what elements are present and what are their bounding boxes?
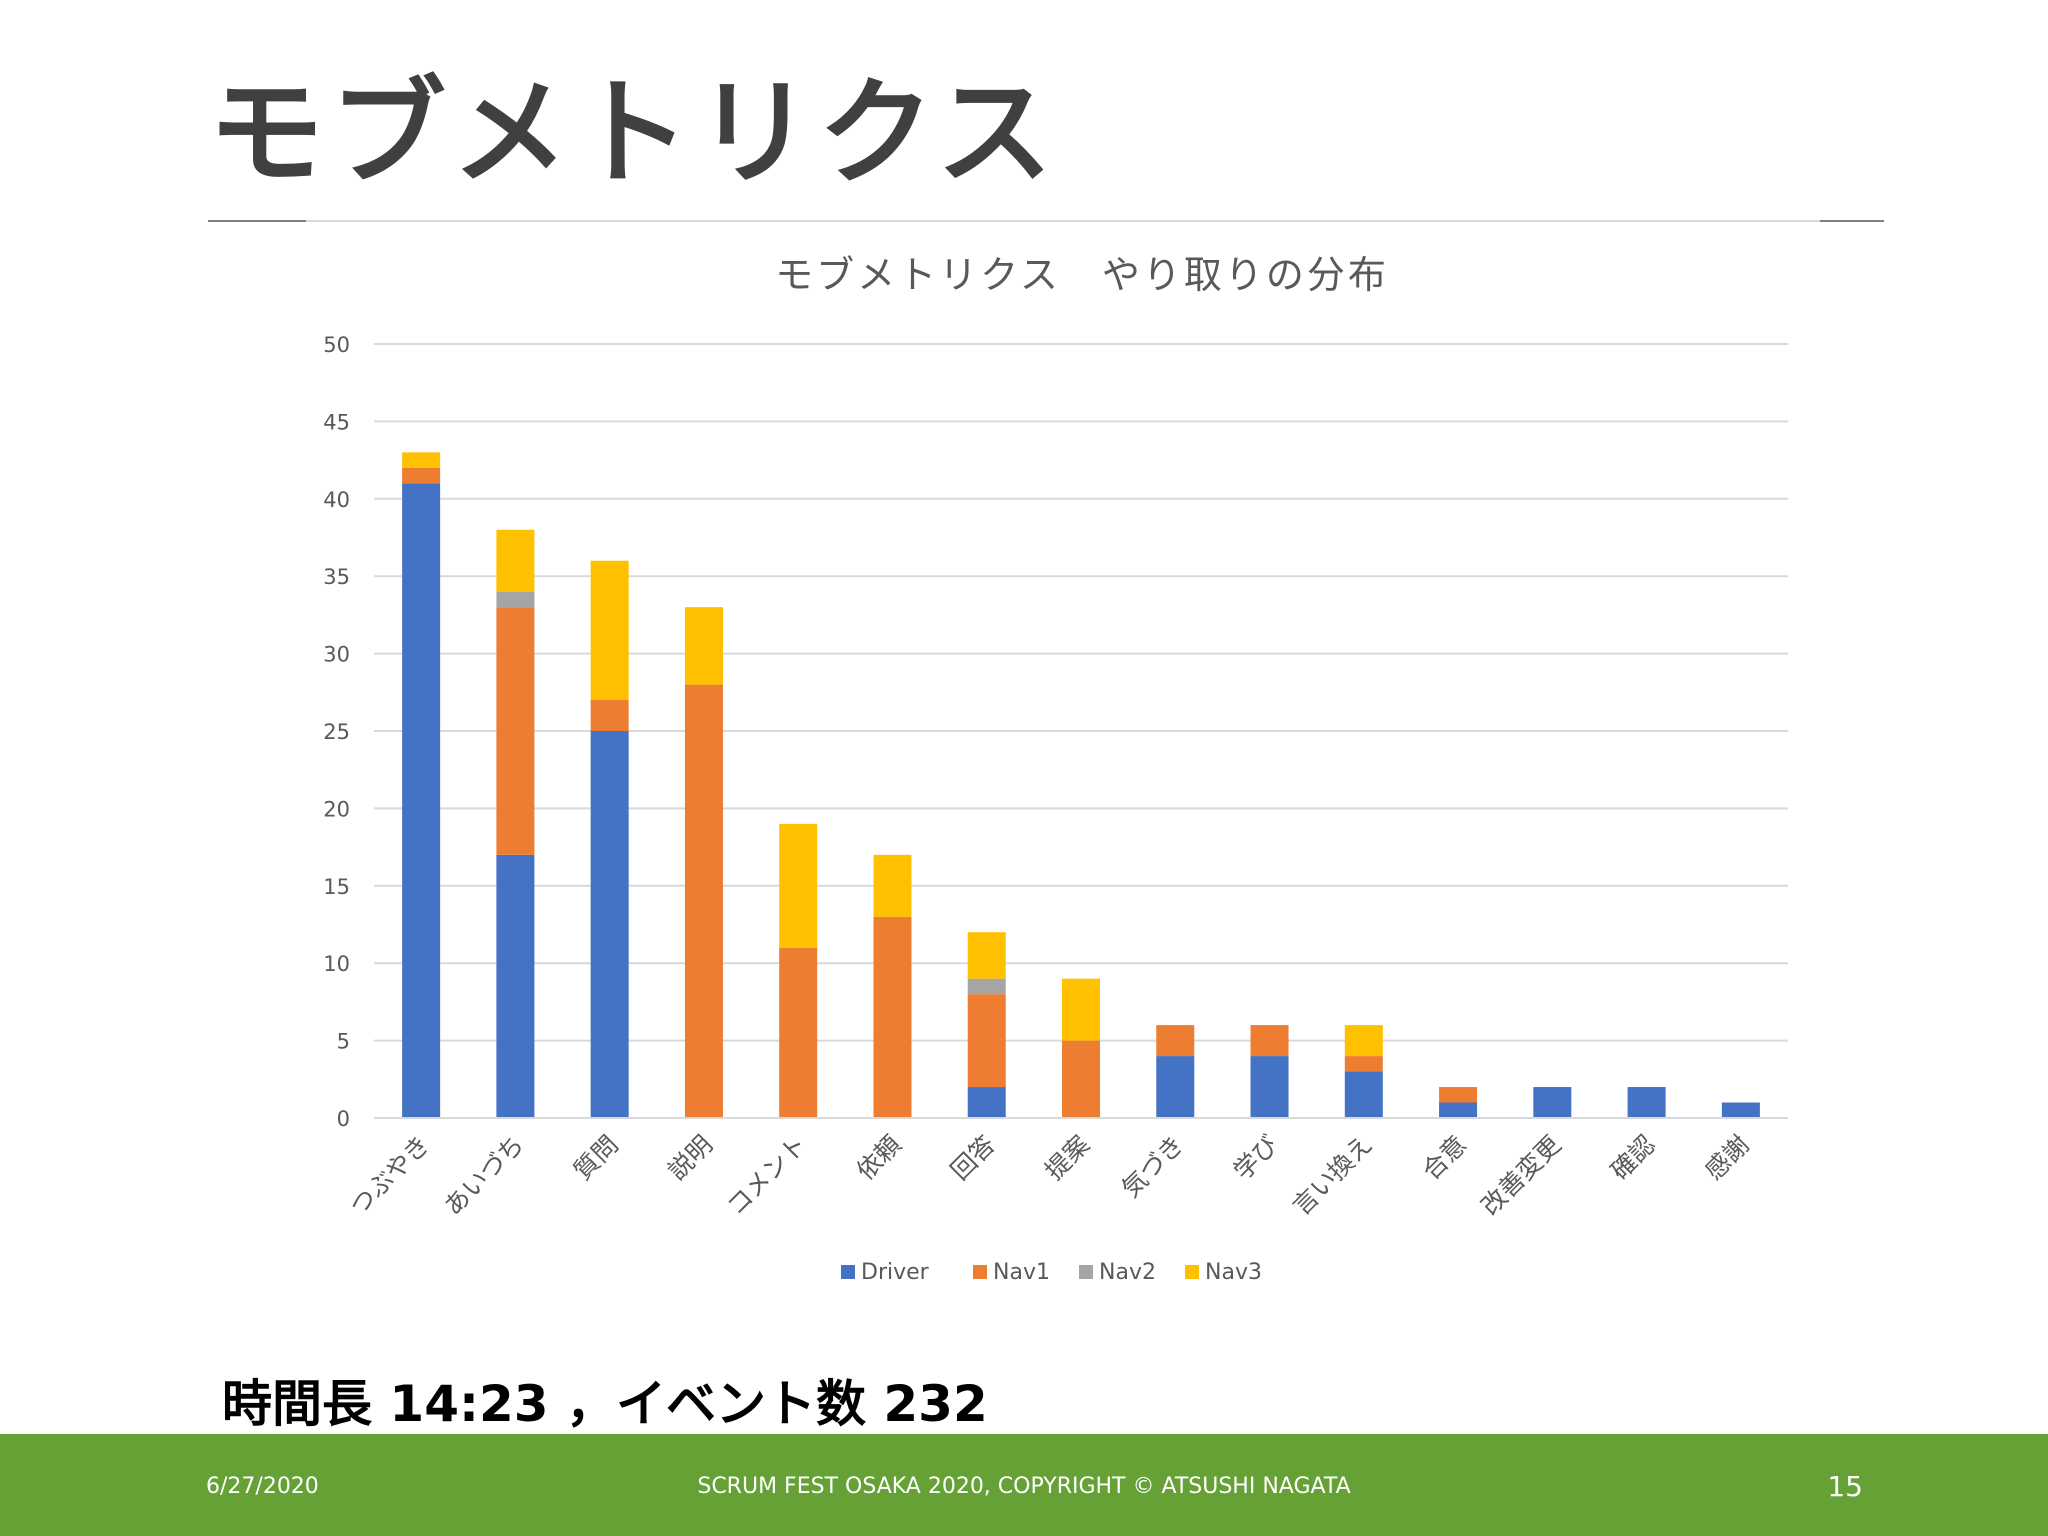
bar-segment-nav1 [779, 947, 818, 1118]
bar-segment-nav1 [1344, 1056, 1383, 1072]
legend-label-nav3: Nav3 [1205, 1260, 1262, 1285]
x-category-label: つぶやき [344, 1130, 435, 1221]
bar-segment-nav3 [967, 932, 1006, 979]
bar-segment-driver [402, 483, 441, 1118]
x-category-label: コメント [721, 1130, 812, 1221]
legend-label-driver: Driver [861, 1260, 930, 1285]
bar-segment-driver [1721, 1102, 1760, 1118]
bar-segment-nav3 [684, 607, 723, 685]
bar-segment-driver [1156, 1056, 1195, 1118]
bar-segment-driver [496, 854, 535, 1118]
x-category-label: 改善変更 [1475, 1130, 1566, 1221]
bar-segment-nav3 [590, 560, 629, 701]
bar-segment-nav1 [1062, 1040, 1100, 1118]
legend-swatch-nav1 [973, 1265, 987, 1279]
bar-segment-nav3 [1344, 1025, 1383, 1057]
bar-segment-driver [1344, 1071, 1383, 1118]
chart-bars [402, 452, 1760, 1118]
title-divider-right-accent [1820, 220, 1884, 222]
bar-segment-nav2 [967, 978, 1006, 995]
footer-page-number: 15 [1827, 1470, 1863, 1503]
bar-segment-nav1 [873, 916, 912, 1118]
bar-segment-nav3 [402, 452, 441, 468]
y-tick-label: 50 [323, 333, 350, 357]
y-tick-label: 0 [337, 1107, 350, 1131]
x-category-label: 合意 [1416, 1130, 1472, 1186]
footer-bar: 6/27/2020 SCRUM FEST OSAKA 2020, COPYRIG… [0, 1434, 2048, 1536]
legend-label-nav1: Nav1 [993, 1260, 1050, 1285]
x-axis-category-labels: つぶやき あいづち 質問 説明 コメント 依頼 回答 提案 気づき 学び 言い換え 合意 改善変更 確認感… [344, 1130, 1755, 1221]
y-tick-label: 35 [323, 565, 350, 589]
bar-segment-nav3 [496, 529, 535, 592]
bar-segment-driver [590, 731, 629, 1118]
x-category-label: 気づき [1116, 1130, 1190, 1204]
x-category-label: 依頼 [851, 1130, 907, 1186]
title-divider-left-accent [208, 220, 306, 222]
bar-segment-driver [1250, 1056, 1289, 1118]
bar-segment-nav1 [1439, 1087, 1478, 1103]
footer-date: 6/27/2020 [206, 1474, 319, 1499]
chart-legend: Driver Nav1 Nav2 Nav3 [841, 1260, 1262, 1285]
legend-label-nav2: Nav2 [1099, 1260, 1156, 1285]
x-category-label: 学び [1228, 1130, 1284, 1186]
bar-segment-nav1 [967, 994, 1006, 1088]
bar-segment-nav1 [402, 467, 441, 484]
bar-segment-driver [1627, 1087, 1666, 1118]
y-tick-label: 20 [323, 797, 350, 821]
y-tick-label: 5 [337, 1030, 350, 1054]
bar-segment-driver [967, 1087, 1006, 1118]
chart-gridlines [374, 343, 1788, 1042]
bar-segment-driver [1439, 1102, 1478, 1118]
bar-segment-nav3 [873, 854, 912, 917]
x-category-label: 説明 [662, 1130, 718, 1186]
footer-copyright: SCRUM FEST OSAKA 2020, COPYRIGHT © ATSUS… [697, 1474, 1351, 1499]
y-tick-label: 40 [323, 488, 350, 512]
bar-segment-nav1 [1250, 1025, 1289, 1057]
bar-segment-nav1 [496, 607, 535, 855]
title-divider [208, 220, 1884, 222]
legend-swatch-nav3 [1185, 1265, 1199, 1279]
slide-title: モブメトリクス [208, 66, 1059, 201]
bar-segment-nav1 [590, 700, 629, 731]
x-category-label: 言い換え [1287, 1130, 1378, 1221]
bar-segment-nav1 [1156, 1025, 1195, 1057]
legend-swatch-nav2 [1079, 1265, 1093, 1279]
x-category-label: 提案 [1039, 1130, 1095, 1186]
bar-segment-nav3 [779, 823, 818, 948]
x-category-label: 確認 [1605, 1130, 1661, 1186]
y-tick-label: 25 [323, 720, 350, 744]
bar-segment-driver [1533, 1087, 1572, 1118]
legend-swatch-driver [841, 1265, 855, 1279]
chart-title: モブメトリクス やり取りの分布 [775, 253, 1389, 297]
session-summary: 時間長 14:23 ，イベント数 232 [222, 1375, 988, 1433]
y-tick-label: 30 [323, 643, 350, 667]
bar-segment-nav2 [496, 591, 535, 608]
x-category-label: あいづち [438, 1130, 529, 1221]
y-axis-tick-labels: 0 5 10 15 20 25 30 35 40 45 50 [323, 333, 350, 1131]
bar-segment-nav1 [684, 684, 723, 1118]
y-tick-label: 45 [323, 410, 350, 434]
y-tick-label: 15 [323, 875, 350, 899]
bar-segment-nav3 [1062, 978, 1100, 1041]
y-tick-label: 10 [323, 952, 350, 976]
x-category-label: 質問 [568, 1130, 624, 1186]
x-category-label: 回答 [945, 1130, 1001, 1186]
x-category-label: 感謝 [1699, 1130, 1755, 1186]
